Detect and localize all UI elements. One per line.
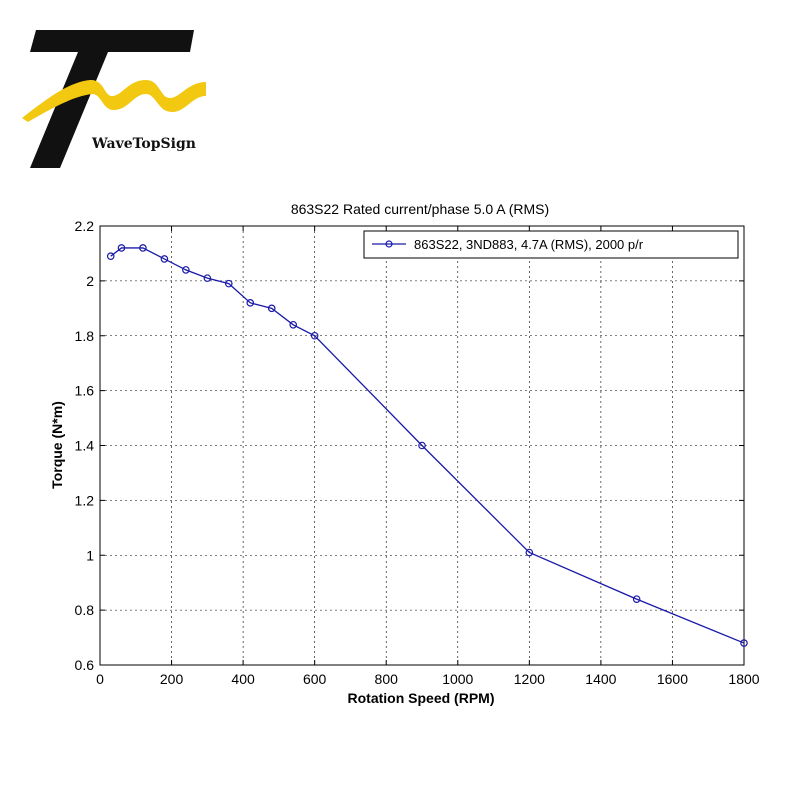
data-point — [246, 299, 255, 307]
data-point — [117, 244, 126, 252]
data-point — [740, 639, 748, 647]
chart-title: 863S22 Rated current/phase 5.0 A (RMS) — [291, 201, 549, 217]
y-tick-label: 1 — [86, 547, 94, 563]
brand-name: WaveTopSign — [92, 136, 196, 152]
data-point — [418, 441, 426, 450]
series-group — [106, 244, 748, 647]
x-tick-label: 1400 — [585, 671, 616, 687]
y-axis-label: Torque (N*m) — [49, 401, 65, 489]
legend-box — [363, 230, 739, 259]
x-tick-label: 1800 — [728, 671, 759, 687]
data-point — [310, 331, 319, 340]
legend: 863S22, 3ND883, 4.7A (RMS), 2000 p/r — [363, 230, 739, 259]
data-point — [203, 274, 212, 282]
y-tick-label: 1.2 — [75, 492, 95, 508]
data-point — [182, 266, 190, 274]
x-tick-label: 600 — [303, 671, 327, 687]
legend-marker — [385, 240, 393, 248]
y-tick-label: 2.2 — [75, 218, 95, 234]
x-tick-label: 0 — [96, 671, 104, 687]
x-tick-label: 400 — [231, 671, 255, 687]
y-axis-ticks: 0.6 0.8 1 1.2 1.4 1.6 1.8 2 2.2 — [75, 218, 744, 673]
series-line — [110, 247, 745, 644]
logo-wave — [22, 79, 206, 122]
data-point — [632, 595, 641, 603]
x-axis-label: Rotation Speed (RPM) — [348, 690, 495, 706]
y-tick-label: 0.6 — [75, 657, 95, 673]
y-tick-label: 0.8 — [75, 602, 95, 618]
y-tick-label: 1.6 — [75, 383, 95, 399]
y-tick-label: 2 — [86, 273, 94, 289]
x-tick-label: 1000 — [442, 671, 473, 687]
legend-label: 863S22, 3ND883, 4.7A (RMS), 2000 p/r — [414, 237, 644, 252]
data-point — [267, 304, 276, 313]
data-point — [289, 320, 298, 329]
x-tick-label: 200 — [160, 671, 184, 687]
y-tick-label: 1.8 — [75, 328, 95, 344]
x-axis-ticks: 0 200 400 600 800 1000 1200 1400 1600 1800 — [96, 226, 760, 687]
data-point — [160, 255, 169, 263]
x-tick-label: 1600 — [657, 671, 688, 687]
x-tick-label: 800 — [375, 671, 399, 687]
y-tick-label: 1.4 — [75, 438, 95, 454]
data-point — [225, 279, 233, 288]
x-tick-label: 1200 — [514, 671, 545, 687]
logo-t-bar — [30, 30, 194, 52]
data-point — [139, 244, 147, 252]
brand-logo — [22, 30, 206, 168]
data-point — [106, 252, 115, 260]
data-point — [525, 548, 534, 557]
